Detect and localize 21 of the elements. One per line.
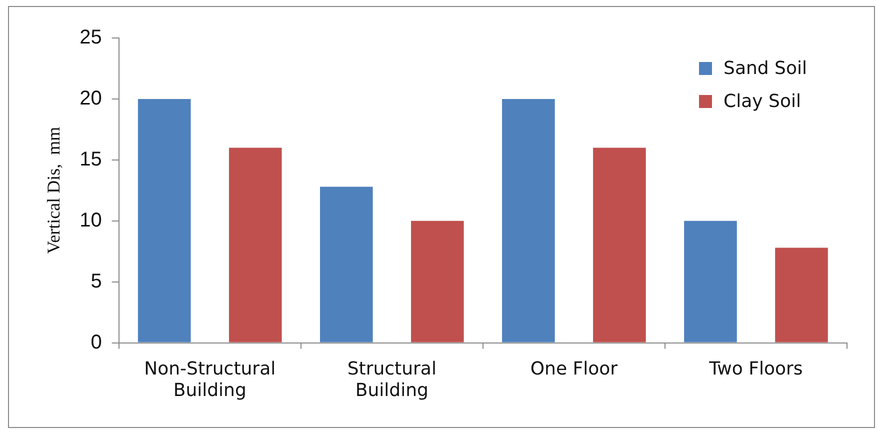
legend-label: Clay Soil [724, 91, 801, 112]
bar [228, 148, 282, 342]
y-tick-label: 15 [80, 148, 102, 170]
bar [320, 186, 373, 342]
y-axis-title: Vertical Dis, mm [44, 126, 64, 254]
x-tick-label: Two Floors [708, 358, 803, 380]
bar [684, 220, 737, 342]
bar [593, 148, 646, 342]
y-tick-label: 5 [90, 270, 102, 292]
x-tick-label: One Floor [530, 358, 618, 380]
legend-label: Sand Soil [724, 58, 807, 79]
x-tick-label: Non-Structural Building [144, 358, 276, 401]
bar [138, 98, 191, 342]
y-tick-label: 0 [90, 331, 102, 354]
bar [411, 220, 464, 342]
y-tick-label: 10 [80, 209, 102, 232]
x-tick-label: Structural Building [347, 358, 436, 401]
y-tick-label: 25 [80, 26, 102, 49]
y-tick-label: 20 [80, 87, 102, 110]
bar [775, 248, 828, 342]
bar [502, 98, 555, 342]
